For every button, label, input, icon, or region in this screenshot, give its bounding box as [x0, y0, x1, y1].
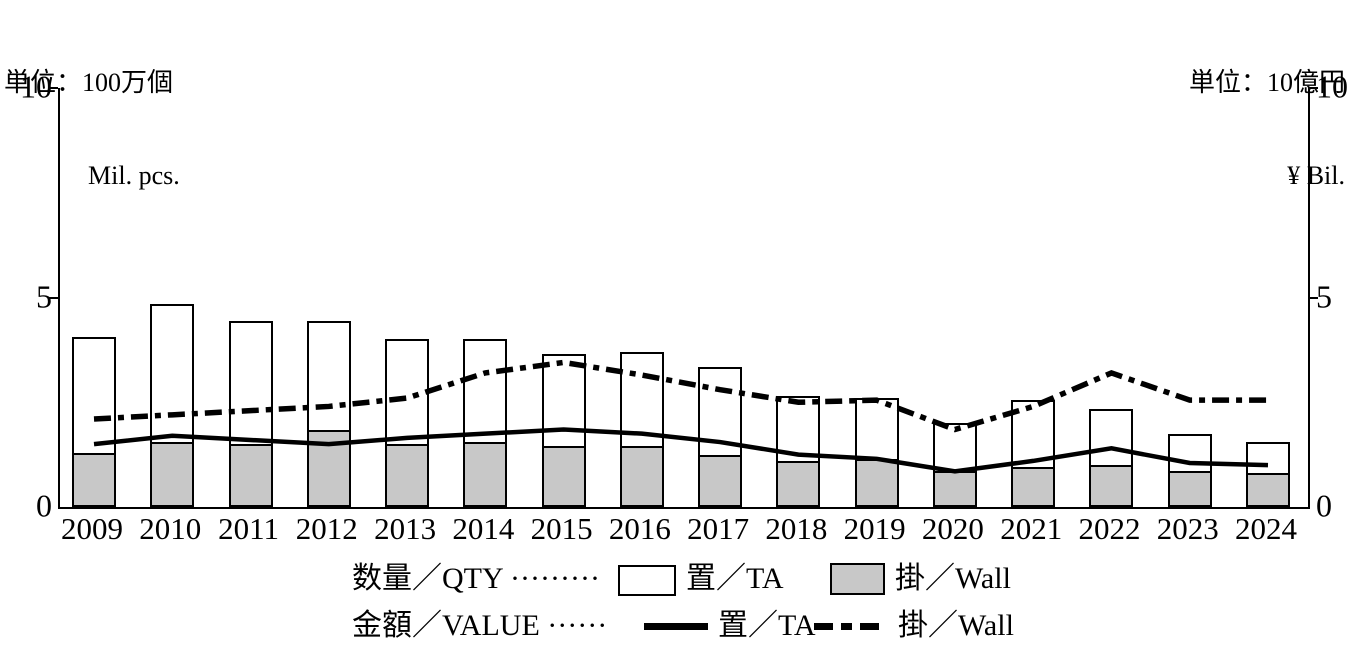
unit-left-line2: Mil. pcs. — [88, 161, 180, 190]
bar-2024-ta-qty — [1246, 442, 1290, 474]
tick-label-right-5: 5 — [1316, 278, 1332, 315]
bar-2013-wall-qty — [385, 444, 430, 507]
bar-2012-ta-qty — [306, 320, 351, 430]
bar-2009-ta-qty — [72, 337, 116, 453]
tick-label-left-0: 0 — [36, 487, 52, 524]
x-label-2010: 2010 — [139, 511, 202, 546]
plot-area — [58, 88, 1310, 509]
legend-qty-label: 数量／QTY ········· — [352, 562, 600, 595]
x-label-2023: 2023 — [1156, 511, 1219, 546]
tick-mark-left-10 — [48, 87, 58, 89]
bar-2020-wall-qty — [932, 471, 977, 507]
legend-qty-wall-swatch — [830, 563, 885, 595]
bar-2018-wall-qty — [776, 460, 821, 507]
bar-2014-wall-qty — [463, 442, 508, 507]
legend-value-ta-label: 置／TA — [718, 609, 816, 642]
legend-value-wall-label: 掛／Wall — [898, 609, 1014, 642]
x-label-2015: 2015 — [530, 511, 593, 546]
x-label-2018: 2018 — [765, 511, 828, 546]
bar-2011-wall-qty — [228, 444, 273, 507]
bar-2013-ta-qty — [385, 339, 430, 445]
x-label-2011: 2011 — [218, 511, 279, 546]
bar-2016-ta-qty — [619, 351, 664, 447]
bar-2020-ta-qty — [932, 423, 977, 472]
tick-mark-right-5 — [1308, 296, 1318, 299]
unit-right-line1: 単位：10億円 — [1188, 68, 1345, 97]
bar-2022-wall-qty — [1089, 465, 1134, 507]
x-label-2021: 2021 — [1000, 511, 1063, 546]
unit-label-right: 単位：10億円 ¥ Bil. — [1189, 5, 1345, 253]
legend-qty-ta-label: 置／TA — [686, 562, 784, 595]
x-label-2024: 2024 — [1235, 511, 1297, 546]
x-label-2013: 2013 — [374, 511, 437, 546]
bar-2021-wall-qty — [1011, 467, 1056, 507]
bar-2022-ta-qty — [1089, 408, 1134, 466]
unit-label-left: 単位：100万個 Mil. pcs. — [4, 5, 180, 253]
bar-2010-ta-qty — [150, 303, 195, 443]
legend-value-label: 金額／VALUE ······ — [352, 609, 608, 642]
legend-value-ta-line-swatch — [644, 623, 708, 630]
tick-label-left-10: 10 — [20, 68, 52, 105]
legend-qty-ta-swatch — [618, 565, 676, 596]
tick-mark-right-10 — [1308, 87, 1318, 89]
x-label-2009: 2009 — [61, 511, 123, 546]
bar-2021-ta-qty — [1011, 400, 1056, 468]
legend-qty-wall-label: 掛／Wall — [895, 562, 1011, 595]
x-label-2014: 2014 — [452, 511, 515, 546]
x-label-2016: 2016 — [608, 511, 671, 546]
bar-2010-wall-qty — [150, 442, 195, 507]
bar-2023-ta-qty — [1167, 433, 1212, 472]
legend-value-wall-dashed-swatch — [814, 623, 882, 630]
bar-2012-wall-qty — [306, 429, 351, 507]
bar-2018-ta-qty — [776, 395, 821, 461]
tick-label-right-0: 0 — [1316, 487, 1332, 524]
bar-2015-wall-qty — [541, 446, 586, 507]
bar-2017-wall-qty — [698, 454, 743, 507]
x-label-2022: 2022 — [1078, 511, 1141, 546]
x-label-2012: 2012 — [295, 511, 358, 546]
bar-2015-ta-qty — [541, 354, 586, 447]
tick-label-right-10: 10 — [1316, 68, 1348, 105]
tick-label-left-5: 5 — [36, 278, 52, 315]
unit-left-line1: 単位：100万個 — [4, 68, 174, 97]
tick-mark-left-5 — [48, 296, 58, 299]
bar-2024-wall-qty — [1246, 473, 1290, 507]
bar-2017-ta-qty — [698, 366, 743, 455]
x-label-2019: 2019 — [843, 511, 906, 546]
bar-2019-ta-qty — [854, 398, 899, 459]
bar-2023-wall-qty — [1167, 471, 1212, 507]
bar-2009-wall-qty — [72, 452, 116, 507]
bar-2011-ta-qty — [228, 320, 273, 445]
bar-2014-ta-qty — [463, 339, 508, 443]
x-label-2017: 2017 — [687, 511, 750, 546]
x-label-2020: 2020 — [921, 511, 984, 546]
bar-2019-wall-qty — [854, 458, 899, 507]
unit-right-line2: ¥ Bil. — [1287, 161, 1345, 190]
bar-2016-wall-qty — [619, 446, 664, 507]
